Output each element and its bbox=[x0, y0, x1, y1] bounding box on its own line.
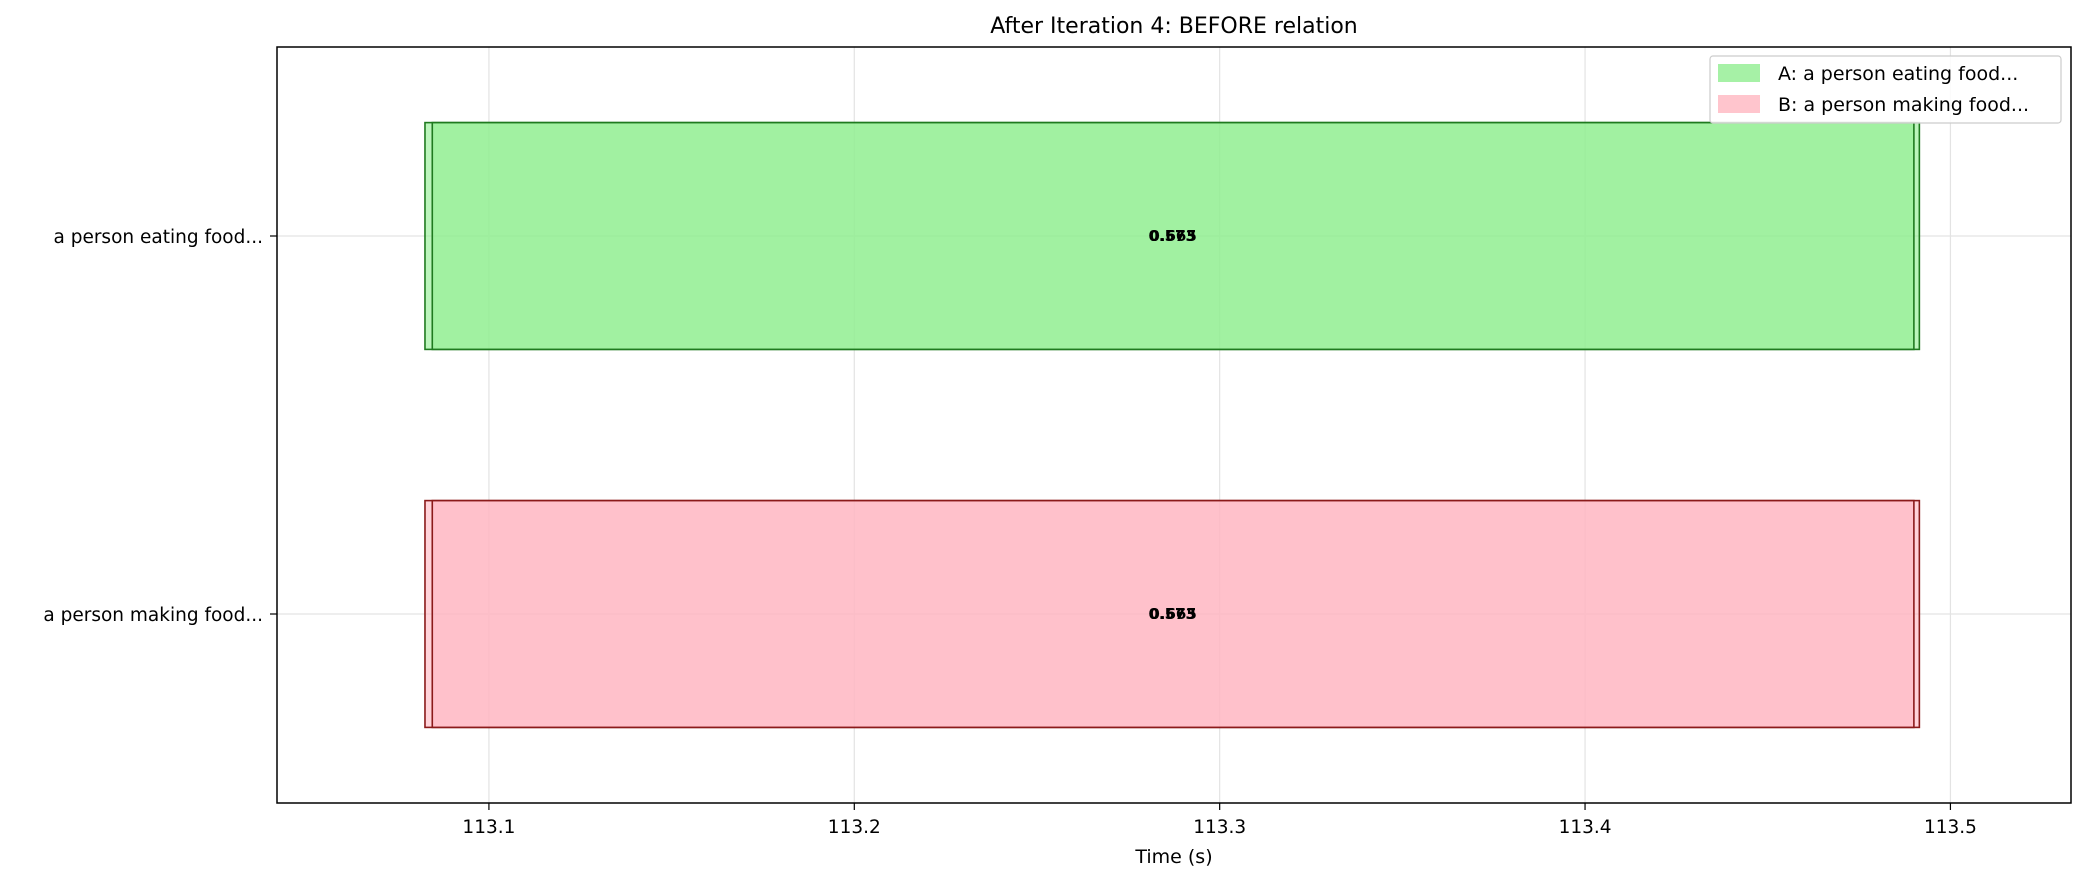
bar-value-label: 0.573 bbox=[1148, 605, 1195, 623]
interval-bar bbox=[431, 121, 1915, 351]
x-tick-label: 113.5 bbox=[1924, 817, 1977, 838]
legend: A: a person eating food... B: a person ma… bbox=[1709, 55, 2062, 124]
legend-swatch bbox=[1718, 64, 1760, 82]
plot-frame bbox=[276, 46, 2072, 804]
x-tick-label: 113.1 bbox=[462, 817, 515, 838]
x-tick-label: 113.2 bbox=[828, 817, 881, 838]
y-tick-label: a person eating food... bbox=[53, 227, 263, 248]
legend-swatch bbox=[1718, 95, 1760, 113]
legend-label: B: a person making food... bbox=[1778, 94, 2029, 116]
interval-bar bbox=[431, 499, 1915, 729]
y-tick-label: a person making food... bbox=[43, 605, 263, 626]
x-tick-label: 113.4 bbox=[1559, 817, 1612, 838]
axis-ticks: 113.1 113.2 113.3 113.4 113.5 a person eating… bbox=[43, 227, 1977, 838]
legend-label: A: a person eating food... bbox=[1778, 63, 2018, 85]
bar-value-label: 0.665 bbox=[1149, 605, 1196, 623]
legend-box bbox=[1709, 55, 2062, 124]
x-tick-label: 113.3 bbox=[1193, 817, 1246, 838]
chart-title: After Iteration 4: BEFORE relation bbox=[990, 14, 1358, 39]
bar-value-label: 0.573 bbox=[1148, 227, 1195, 245]
bar-value-label: 0.665 bbox=[1149, 227, 1196, 245]
x-axis-label: Time (s) bbox=[1134, 846, 1212, 868]
